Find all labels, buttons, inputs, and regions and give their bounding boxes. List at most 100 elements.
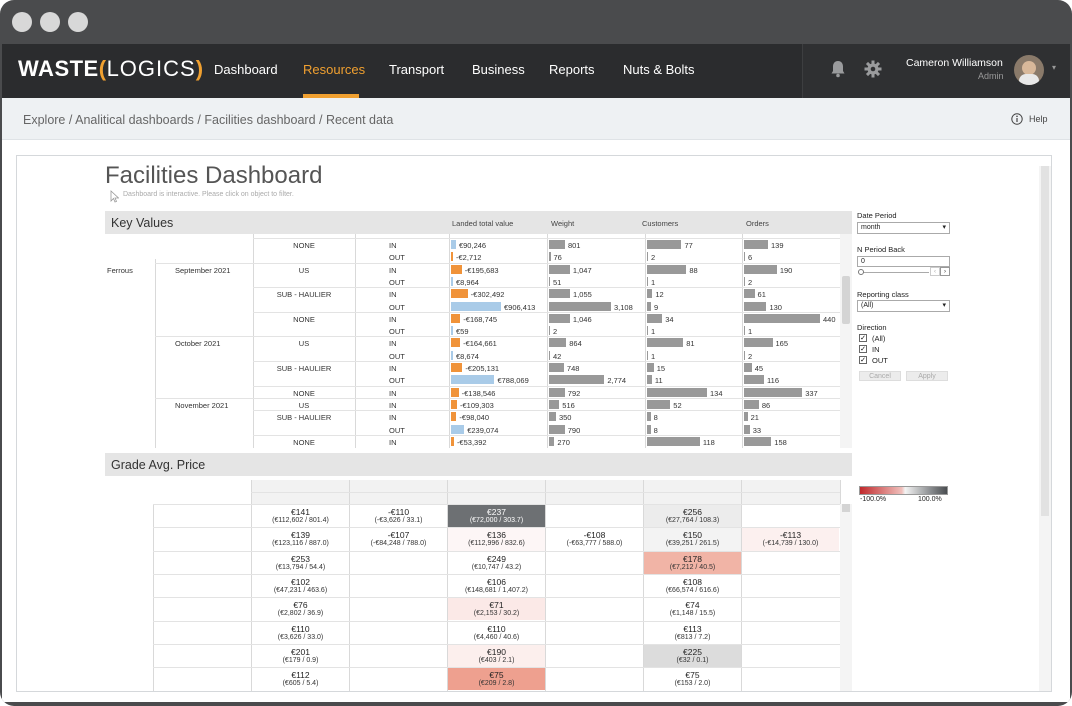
kv-row-direction[interactable]: OUT — [389, 425, 405, 435]
kv-row-direction[interactable]: IN — [389, 339, 397, 349]
nav-nuts-and-bolts[interactable]: Nuts & Bolts — [623, 62, 695, 77]
customers-bar[interactable] — [647, 264, 687, 274]
weight-bar[interactable] — [549, 350, 550, 360]
grade-cell[interactable]: €190 (€403 / 2.1) — [448, 644, 545, 668]
key-values-table[interactable]: NONE IN €90,246 801 77 139 OUT -€2,712 76 2 6 Ferro… — [105, 234, 852, 448]
period-slider-track[interactable] — [859, 272, 929, 273]
customers-bar[interactable] — [647, 424, 651, 434]
value-bar[interactable] — [451, 363, 463, 372]
customers-bar[interactable] — [647, 252, 648, 262]
panel-scroll-thumb[interactable] — [1041, 166, 1049, 516]
customers-bar[interactable] — [647, 387, 707, 397]
weight-bar[interactable] — [549, 338, 567, 348]
kv-row-direction[interactable]: OUT — [389, 253, 405, 263]
grade-cell[interactable]: -€107 (-€84,248 / 788.0) — [350, 528, 447, 550]
orders-bar[interactable] — [744, 313, 820, 323]
kv-row-direction[interactable]: IN — [389, 265, 397, 275]
weight-bar[interactable] — [549, 289, 571, 299]
weight-bar[interactable] — [549, 326, 550, 336]
kv-row-direction[interactable]: OUT — [389, 327, 405, 337]
kv-row-class[interactable]: US — [298, 339, 310, 349]
customers-bar[interactable] — [647, 276, 648, 286]
grade-cell[interactable]: €110 (€4,460 / 40.6) — [448, 622, 545, 644]
option-all[interactable]: (All) — [872, 334, 886, 343]
apply-button[interactable]: Apply — [906, 371, 948, 381]
kv-row-month[interactable]: October 2021 — [175, 339, 221, 349]
kv-row-direction[interactable]: IN — [389, 290, 397, 300]
value-bar[interactable] — [451, 313, 461, 323]
orders-bar[interactable] — [744, 412, 748, 422]
kv-row-direction[interactable]: OUT — [389, 277, 405, 287]
value-bar[interactable] — [451, 436, 454, 446]
grade-cell[interactable]: €136 (€112,996 / 832.6) — [448, 528, 545, 551]
customers-bar[interactable] — [647, 436, 700, 446]
orders-bar[interactable] — [744, 264, 777, 274]
kv-row-direction[interactable]: IN — [389, 364, 397, 373]
grade-cell[interactable]: €108 (€66,574 / 616.6) — [644, 575, 741, 597]
value-bar[interactable] — [451, 375, 495, 385]
kv-row-direction[interactable]: IN — [389, 388, 397, 398]
cancel-button[interactable]: Cancel — [859, 371, 901, 381]
logo[interactable]: WASTE(LOGICS) — [18, 56, 204, 81]
kv-row-class[interactable]: SUB - HAULIER — [276, 290, 332, 300]
customers-bar[interactable] — [647, 326, 648, 336]
avatar[interactable] — [1014, 55, 1044, 85]
value-bar[interactable] — [451, 412, 457, 422]
kv-row-class[interactable]: NONE — [293, 388, 315, 398]
grade-cell[interactable]: €71 (€2,153 / 30.2) — [448, 598, 545, 621]
orders-bar[interactable] — [744, 387, 803, 397]
weight-bar[interactable] — [549, 399, 560, 409]
nav-reports[interactable]: Reports — [549, 62, 595, 77]
scroll-thumb[interactable] — [842, 276, 850, 324]
reporting-class-select[interactable]: (All) ▾ — [857, 300, 950, 312]
customers-bar[interactable] — [647, 338, 684, 348]
value-bar[interactable] — [451, 240, 456, 249]
grade-cell[interactable]: €256 (€27,764 / 108.3) — [644, 505, 741, 528]
kv-row-category[interactable]: Ferrous — [107, 265, 133, 275]
orders-bar[interactable] — [744, 240, 768, 249]
value-bar[interactable] — [451, 264, 462, 274]
kv-row-direction[interactable]: IN — [389, 241, 397, 250]
nav-dashboard[interactable]: Dashboard — [214, 62, 278, 77]
kv-row-class[interactable]: US — [298, 400, 310, 410]
value-bar[interactable] — [451, 399, 458, 409]
nav-business[interactable]: Business — [472, 62, 525, 77]
customers-bar[interactable] — [647, 412, 651, 422]
grade-cell[interactable]: €253 (€13,794 / 54.4) — [252, 552, 349, 574]
breadcrumb[interactable]: Explore / Analitical dashboards / Facili… — [23, 113, 394, 127]
kv-row-class[interactable]: NONE — [293, 241, 315, 250]
grade-cell[interactable]: -€113 (-€14,739 / 130.0) — [742, 528, 839, 551]
help-link[interactable]: Help — [1029, 114, 1048, 124]
kv-row-class[interactable]: NONE — [293, 314, 315, 324]
orders-bar[interactable] — [744, 424, 750, 434]
value-bar[interactable] — [451, 338, 461, 348]
col-orders[interactable]: Orders — [746, 219, 769, 228]
col-customers[interactable]: Customers — [642, 219, 679, 228]
kv-row-direction[interactable]: IN — [389, 400, 397, 410]
customers-bar[interactable] — [647, 240, 682, 249]
value-bar[interactable] — [451, 276, 453, 286]
value-bar[interactable] — [451, 252, 453, 262]
period-slider-handle[interactable] — [858, 269, 864, 275]
grade-cell[interactable]: €110 (€3,626 / 33.0) — [252, 622, 349, 644]
kv-row-direction[interactable]: IN — [389, 437, 397, 447]
weight-bar[interactable] — [549, 363, 564, 372]
weight-bar[interactable] — [549, 240, 565, 249]
slider-prev-icon[interactable]: ‹ — [930, 267, 940, 276]
kv-row-class[interactable]: SUB - HAULIER — [276, 364, 332, 373]
kv-row-direction[interactable]: IN — [389, 413, 397, 423]
orders-bar[interactable] — [744, 338, 773, 348]
grade-cell[interactable]: €102 (€47,231 / 463.6) — [252, 575, 349, 597]
orders-bar[interactable] — [744, 289, 755, 299]
info-icon[interactable] — [1011, 113, 1023, 125]
col-weight[interactable]: Weight — [551, 219, 575, 228]
grade-cell[interactable]: €139 (€123,116 / 887.0) — [252, 528, 349, 550]
weight-bar[interactable] — [549, 375, 605, 385]
orders-bar[interactable] — [744, 363, 752, 372]
customers-bar[interactable] — [647, 375, 652, 385]
scroll-thumb-grade[interactable] — [842, 504, 850, 512]
user-name[interactable]: Cameron Williamson — [906, 57, 1003, 69]
orders-bar[interactable] — [744, 252, 746, 262]
customers-bar[interactable] — [647, 301, 652, 311]
kv-row-direction[interactable]: IN — [389, 314, 397, 324]
